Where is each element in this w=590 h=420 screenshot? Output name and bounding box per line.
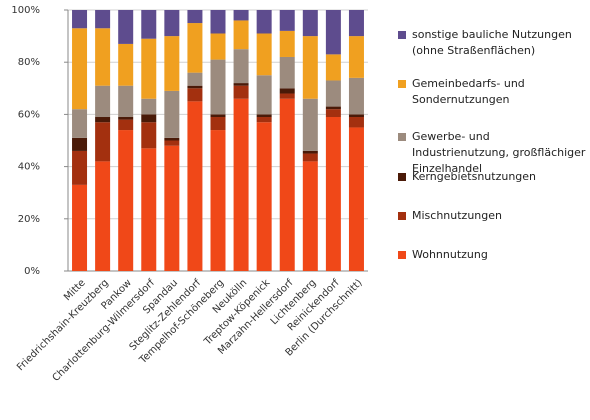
bar-segment: [348, 114, 364, 118]
bar-segment: [95, 10, 111, 29]
bar-segment: [302, 36, 318, 99]
bar-segment: [279, 30, 295, 57]
bar-segment: [141, 114, 157, 123]
bar-segment: [325, 10, 341, 55]
bar-segment: [118, 10, 134, 44]
bar-segment: [118, 130, 134, 271]
bar-segment: [187, 101, 203, 271]
bar-segment: [256, 117, 272, 123]
bar-segment: [256, 114, 272, 118]
bar-segment: [348, 117, 364, 128]
bar-segment: [348, 127, 364, 271]
bar-segment: [164, 140, 180, 146]
bar-segment: [164, 90, 180, 138]
bar-segment: [95, 28, 111, 86]
bar-segment: [210, 114, 226, 118]
legend-swatch: [398, 133, 406, 141]
bar-segment: [302, 153, 318, 162]
bar-segment: [325, 80, 341, 107]
bar-segment: [210, 117, 226, 131]
bar-segment: [302, 150, 318, 154]
bar-segment: [141, 98, 157, 115]
legend-swatch: [398, 212, 406, 220]
bar-segment: [325, 54, 341, 81]
bar-segment: [210, 59, 226, 115]
bar-segment: [72, 184, 88, 271]
bar-segment: [256, 33, 272, 76]
bar-segment: [164, 36, 180, 91]
bar-segment: [95, 117, 111, 123]
bar-segment: [72, 10, 88, 29]
y-tick-label: 0%: [24, 266, 40, 277]
bar-segment: [95, 161, 111, 271]
legend-swatch: [398, 173, 406, 181]
bar-segment: [256, 122, 272, 271]
bar-segment: [302, 161, 318, 271]
bar-segment: [233, 49, 249, 84]
bar-segment: [118, 85, 134, 118]
legend-label: Gewerbe- und Industrienutzung, großfläch…: [412, 130, 586, 175]
bar-segment: [279, 98, 295, 272]
bar-segment: [325, 117, 341, 271]
legend-label: Wohnnutzung: [412, 248, 488, 261]
bar-segment: [141, 10, 157, 39]
bar-segment: [95, 85, 111, 118]
bar-segment: [118, 117, 134, 120]
bar-segment: [187, 85, 203, 89]
bar-segment: [164, 10, 180, 37]
y-tick-label: 40%: [18, 162, 40, 173]
bar-segment: [141, 148, 157, 271]
bar-segment: [72, 137, 88, 151]
bar-segment: [302, 98, 318, 151]
bar-segment: [233, 85, 249, 99]
legend-swatch: [398, 80, 406, 88]
legend-label: Gemeinbedarfs- und Sondernutzungen: [412, 77, 525, 106]
bar-segment: [325, 109, 341, 118]
legend-label: sonstige bauliche Nutzungen (ohne Straße…: [412, 28, 572, 57]
y-tick-label: 60%: [18, 109, 40, 120]
bar-segment: [72, 150, 88, 185]
bar-segment: [210, 130, 226, 271]
bar-segment: [187, 72, 203, 86]
legend-swatch: [398, 31, 406, 39]
bar-segment: [233, 10, 249, 21]
bar-segment: [256, 10, 272, 34]
bar-segment: [279, 93, 295, 99]
y-tick-label: 20%: [18, 214, 40, 225]
legend-swatch: [398, 251, 406, 259]
bar-segment: [164, 145, 180, 271]
bar-segment: [164, 137, 180, 141]
bar-segment: [233, 98, 249, 272]
legend-label: Mischnutzungen: [412, 209, 502, 222]
bar-segment: [210, 10, 226, 34]
x-tick-label: Friedrichshain-Kreuzberg: [15, 277, 111, 373]
bar-segment: [233, 20, 249, 50]
bar-segment: [279, 56, 295, 89]
y-tick-label: 100%: [11, 5, 40, 16]
bar-segment: [348, 10, 364, 37]
bar-segment: [118, 43, 134, 86]
bar-segment: [72, 28, 88, 110]
bar-segment: [187, 88, 203, 102]
bar-segment: [141, 38, 157, 99]
legend-label: Kerngebietsnutzungen: [412, 170, 537, 183]
bar-segment: [302, 10, 318, 37]
bar-segment: [279, 10, 295, 31]
bar-segment: [95, 122, 111, 162]
bar-segment: [256, 75, 272, 115]
bar-segment: [141, 122, 157, 149]
bar-segment: [72, 109, 88, 138]
bar-segment: [348, 77, 364, 115]
bar-segment: [233, 83, 249, 86]
bar-segment: [279, 88, 295, 94]
bar-segment: [187, 23, 203, 73]
bar-segment: [348, 36, 364, 78]
bar-segment: [187, 10, 203, 24]
bar-segment: [325, 106, 341, 110]
bar-segment: [210, 33, 226, 60]
bar-segment: [118, 119, 134, 131]
y-tick-label: 80%: [18, 57, 40, 68]
